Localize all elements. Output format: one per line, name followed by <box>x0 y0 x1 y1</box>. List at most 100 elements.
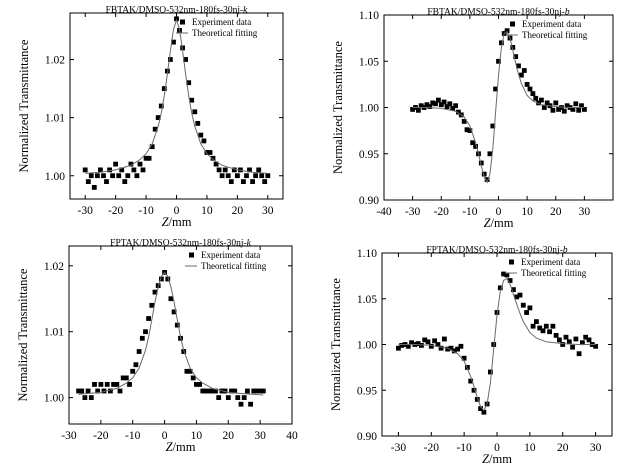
data-point <box>149 144 155 150</box>
y-tick-label: 0.90 <box>359 195 379 207</box>
data-point <box>424 102 430 108</box>
data-point <box>576 351 582 357</box>
data-point <box>504 28 510 34</box>
data-point <box>247 167 252 173</box>
data-point <box>524 310 529 315</box>
data-point <box>563 334 569 340</box>
y-tick-label: 1.05 <box>359 56 379 68</box>
x-tick-label: -20 <box>424 442 440 454</box>
data-point <box>540 328 546 334</box>
data-point <box>488 369 493 375</box>
data-point <box>435 342 441 347</box>
panel-fptak-k: -30 -20 -10 0 10 20 30 40 1.00 1.01 1.02 FPTAK/DMSO… <box>16 238 298 455</box>
data-point <box>441 99 447 105</box>
data-point <box>536 100 541 106</box>
y-tick-label: 1.02 <box>44 261 64 273</box>
data-point <box>228 179 234 184</box>
data-point <box>570 344 575 350</box>
data-point <box>104 179 109 184</box>
data-point <box>143 155 149 161</box>
data-point <box>487 151 493 157</box>
data-point <box>238 401 244 407</box>
data-point <box>579 103 584 109</box>
data-point <box>570 107 576 112</box>
data-point <box>432 338 437 344</box>
data-point <box>213 161 219 167</box>
data-point <box>465 365 470 370</box>
legend-marker-experiment <box>510 21 515 27</box>
x-axis-label: Z/mm <box>162 215 192 229</box>
data-point <box>225 173 231 179</box>
data-point <box>256 167 262 173</box>
data-point <box>101 173 106 179</box>
legend-marker-experiment <box>189 252 194 258</box>
series-line-theoretical-fitting <box>78 271 264 396</box>
y-tick-label: 1.00 <box>44 393 64 405</box>
data-point <box>511 287 516 292</box>
data-point <box>564 103 570 109</box>
data-point <box>533 95 539 101</box>
x-tick-label: -30 <box>391 442 407 454</box>
data-point <box>222 167 228 173</box>
y-tick-label: 1.02 <box>45 55 65 67</box>
data-point <box>593 343 598 349</box>
data-point <box>123 375 129 381</box>
data-point <box>165 276 171 282</box>
data-point <box>82 167 88 173</box>
x-tick-label: 10 <box>191 430 203 442</box>
x-tick-label: 20 <box>232 205 244 217</box>
panel-fptak-b: -30 -20 -10 0 10 20 30 0.90 0.95 1.00 1.05 1.10 FPTA… <box>329 245 613 466</box>
x-tick-label: 10 <box>524 442 536 454</box>
data-point <box>553 333 559 338</box>
data-point <box>510 45 516 50</box>
data-point <box>541 105 547 110</box>
chart-title-text: FPTAK/DMSO-532nm-180fs-30nj- <box>426 245 562 256</box>
data-point <box>133 362 139 368</box>
data-point <box>152 126 158 132</box>
y-axis-label: Normalized Transmittance <box>329 278 343 411</box>
data-point <box>171 309 177 315</box>
data-point <box>204 150 210 155</box>
data-point <box>550 107 556 113</box>
data-point <box>152 289 158 295</box>
x-tick-label: -20 <box>93 430 109 442</box>
data-point <box>111 382 116 387</box>
data-point <box>203 388 209 394</box>
x-tick-label: 0 <box>162 430 168 442</box>
data-point <box>210 155 216 161</box>
chart-title: FPTAK/DMSO-532nm-180fs-30nj-b <box>426 245 567 256</box>
data-point <box>183 57 188 62</box>
data-point <box>186 80 192 86</box>
data-point <box>108 388 113 394</box>
data-point <box>201 138 207 144</box>
y-tick-label: 1.10 <box>357 248 377 260</box>
x-tick-label: 30 <box>254 430 266 442</box>
y-tick-label: 1.00 <box>45 171 65 183</box>
data-point <box>453 103 458 109</box>
data-point <box>442 336 447 342</box>
data-point <box>149 302 155 308</box>
chart-title-suffix: k <box>247 239 252 249</box>
data-point <box>122 179 128 184</box>
data-point <box>418 103 424 109</box>
data-point <box>438 102 444 108</box>
data-point <box>197 382 202 387</box>
legend-marker-experiment <box>509 259 514 265</box>
data-point <box>213 388 218 394</box>
data-point <box>184 368 190 374</box>
data-point <box>444 104 450 109</box>
data-point <box>496 58 501 64</box>
data-point <box>451 348 457 354</box>
data-point <box>544 100 550 106</box>
data-point <box>484 177 490 182</box>
data-point <box>134 173 140 179</box>
data-point <box>507 278 513 283</box>
data-point <box>113 161 118 167</box>
data-point <box>556 107 561 112</box>
data-point <box>225 395 231 400</box>
data-point <box>216 167 222 173</box>
data-point <box>210 388 215 394</box>
legend-label: Theoretical fitting <box>201 261 267 271</box>
data-point <box>580 340 585 346</box>
